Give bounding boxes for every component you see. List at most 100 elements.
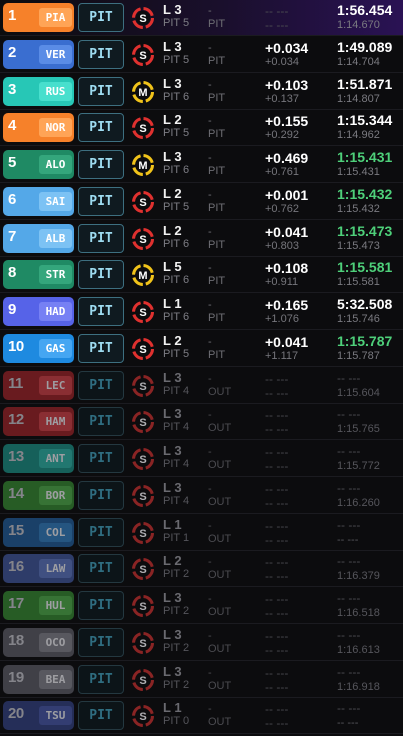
gap-to-leader: -- --- bbox=[265, 666, 289, 680]
last-lap-time: -- --- bbox=[337, 444, 361, 458]
pit-button[interactable]: PIT bbox=[78, 334, 124, 363]
last-lap-time: 1:51.871 bbox=[337, 76, 393, 92]
driver-row: 20 TSU PIT S L 1 PIT 0- OUT -- --- -- --- -- --- -… bbox=[0, 698, 403, 734]
interval: -- --- bbox=[265, 533, 289, 547]
position-badge: 8 STR bbox=[3, 260, 74, 289]
pit-button[interactable]: PIT bbox=[78, 113, 124, 142]
position-number: 1 bbox=[8, 7, 16, 24]
pit-button[interactable]: PIT bbox=[78, 260, 124, 289]
pit-button[interactable]: PIT bbox=[78, 481, 124, 510]
best-lap-time: 1:16.260 bbox=[337, 497, 380, 509]
pit-count: PIT 5 bbox=[163, 348, 190, 360]
driver-code: COL bbox=[39, 523, 72, 542]
last-lap-time: 1:15.473 bbox=[337, 223, 393, 239]
pit-button[interactable]: PIT bbox=[78, 407, 124, 436]
pit-button[interactable]: PIT bbox=[78, 518, 124, 547]
interval: -- --- bbox=[265, 680, 289, 694]
tyre-compound-icon: S bbox=[132, 522, 154, 544]
driver-row: 3 RUS PIT M L 3 PIT 6- PIT +0.103 +0.137 1:51.871… bbox=[0, 74, 403, 110]
driver-code: RUS bbox=[39, 82, 72, 101]
tyre-compound-letter: S bbox=[139, 123, 146, 135]
driver-code: SAI bbox=[39, 192, 72, 211]
interval: +0.292 bbox=[265, 129, 299, 141]
tyre-compound-icon: S bbox=[132, 228, 154, 250]
position-badge: 12 HAM bbox=[3, 407, 74, 436]
position-badge: 14 BOR bbox=[3, 481, 74, 510]
tyre-compound-letter: S bbox=[139, 307, 146, 319]
driver-row: 15 COL PIT S L 1 PIT 1- OUT -- --- -- --- -- --- -… bbox=[0, 515, 403, 551]
driver-code: BOR bbox=[39, 486, 72, 505]
gap-to-leader: -- --- bbox=[265, 555, 289, 569]
best-lap-time: 1:15.473 bbox=[337, 240, 380, 252]
pit-button[interactable]: PIT bbox=[78, 554, 124, 583]
driver-code: STR bbox=[39, 265, 72, 284]
lap-count: L 3 bbox=[163, 2, 182, 17]
status-label: OUT bbox=[208, 533, 232, 545]
interval: -- --- bbox=[265, 422, 289, 436]
tyre-compound-letter: S bbox=[139, 381, 146, 393]
lap-count: L 3 bbox=[163, 406, 182, 421]
position-badge: 5 ALO bbox=[3, 150, 74, 179]
driver-row: 5 ALO PIT M L 3 PIT 6- PIT +0.469 +0.761 1:15.431… bbox=[0, 147, 403, 183]
pit-button[interactable]: PIT bbox=[78, 297, 124, 326]
lap-count: L 1 bbox=[163, 517, 182, 532]
tyre-compound-letter: S bbox=[139, 601, 146, 613]
pit-count: PIT 6 bbox=[163, 91, 190, 103]
last-lap-time: -- --- bbox=[337, 371, 361, 385]
tyre-compound-letter: S bbox=[139, 344, 146, 356]
pit-count: PIT 4 bbox=[163, 495, 190, 507]
pit-button[interactable]: PIT bbox=[78, 150, 124, 179]
gap-to-leader: -- --- bbox=[265, 372, 289, 386]
position-badge: 6 SAI bbox=[3, 187, 74, 216]
last-lap-time: -- --- bbox=[337, 554, 361, 568]
position-badge: 2 VER bbox=[3, 40, 74, 69]
lap-count: L 2 bbox=[163, 223, 182, 238]
pit-button[interactable]: PIT bbox=[78, 3, 124, 32]
position-badge: 18 OCO bbox=[3, 628, 74, 657]
status-label: OUT bbox=[208, 606, 232, 618]
driver-code: LEC bbox=[39, 376, 72, 395]
driver-row: 19 BEA PIT S L 3 PIT 2- OUT -- --- -- --- -- --- 1… bbox=[0, 662, 403, 698]
pit-count: PIT 2 bbox=[163, 568, 190, 580]
status-label: OUT bbox=[208, 496, 232, 508]
tyre-compound-letter: S bbox=[139, 417, 146, 429]
pit-button[interactable]: PIT bbox=[78, 187, 124, 216]
interval: -- --- bbox=[265, 716, 289, 730]
pit-button[interactable]: PIT bbox=[78, 224, 124, 253]
tyre-compound-letter: S bbox=[139, 491, 146, 503]
driver-row: 11 LEC PIT S L 3 PIT 4- OUT -- --- -- --- -- --- 1… bbox=[0, 368, 403, 404]
driver-code: NOR bbox=[39, 118, 72, 137]
status-dash: - bbox=[208, 336, 212, 348]
pit-count: PIT 5 bbox=[163, 127, 190, 139]
gap-to-leader: -- --- bbox=[265, 445, 289, 459]
pit-button[interactable]: PIT bbox=[78, 371, 124, 400]
position-number: 18 bbox=[8, 632, 24, 649]
pit-button[interactable]: PIT bbox=[78, 701, 124, 730]
status-label: PIT bbox=[208, 312, 226, 324]
driver-row: 9 HAD PIT S L 1 PIT 6- PIT +0.165 +1.076 5:32.508… bbox=[0, 294, 403, 330]
driver-row: 13 ANT PIT S L 3 PIT 4- OUT -- --- -- --- -- --- 1… bbox=[0, 441, 403, 477]
tyre-compound-letter: S bbox=[139, 528, 146, 540]
pit-button[interactable]: PIT bbox=[78, 40, 124, 69]
tyre-compound-letter: M bbox=[138, 270, 147, 282]
pit-button[interactable]: PIT bbox=[78, 665, 124, 694]
pit-button[interactable]: PIT bbox=[78, 628, 124, 657]
driver-row: 16 LAW PIT S L 2 PIT 2- OUT -- --- -- --- -- --- 1… bbox=[0, 551, 403, 587]
lap-count: L 2 bbox=[163, 186, 182, 201]
tyre-compound-icon: M bbox=[132, 264, 154, 286]
best-lap-time: 1:15.581 bbox=[337, 276, 380, 288]
pit-count: PIT 0 bbox=[163, 715, 190, 727]
lap-count: L 3 bbox=[163, 149, 182, 164]
driver-row: 10 GAS PIT S L 2 PIT 5- PIT +0.041 +1.117 1:15.78… bbox=[0, 331, 403, 367]
status-dash: - bbox=[208, 299, 212, 311]
pit-button[interactable]: PIT bbox=[78, 77, 124, 106]
pit-button[interactable]: PIT bbox=[78, 444, 124, 473]
tyre-compound-letter: S bbox=[139, 13, 146, 25]
last-lap-time: 1:49.089 bbox=[337, 39, 393, 55]
pit-button[interactable]: PIT bbox=[78, 591, 124, 620]
pit-count: PIT 4 bbox=[163, 421, 190, 433]
interval: -- --- bbox=[265, 643, 289, 657]
driver-code: ALO bbox=[39, 155, 72, 174]
status-label: PIT bbox=[208, 92, 226, 104]
driver-row: 7 ALB PIT S L 2 PIT 6- PIT +0.041 +0.803 1:15.473… bbox=[0, 221, 403, 257]
